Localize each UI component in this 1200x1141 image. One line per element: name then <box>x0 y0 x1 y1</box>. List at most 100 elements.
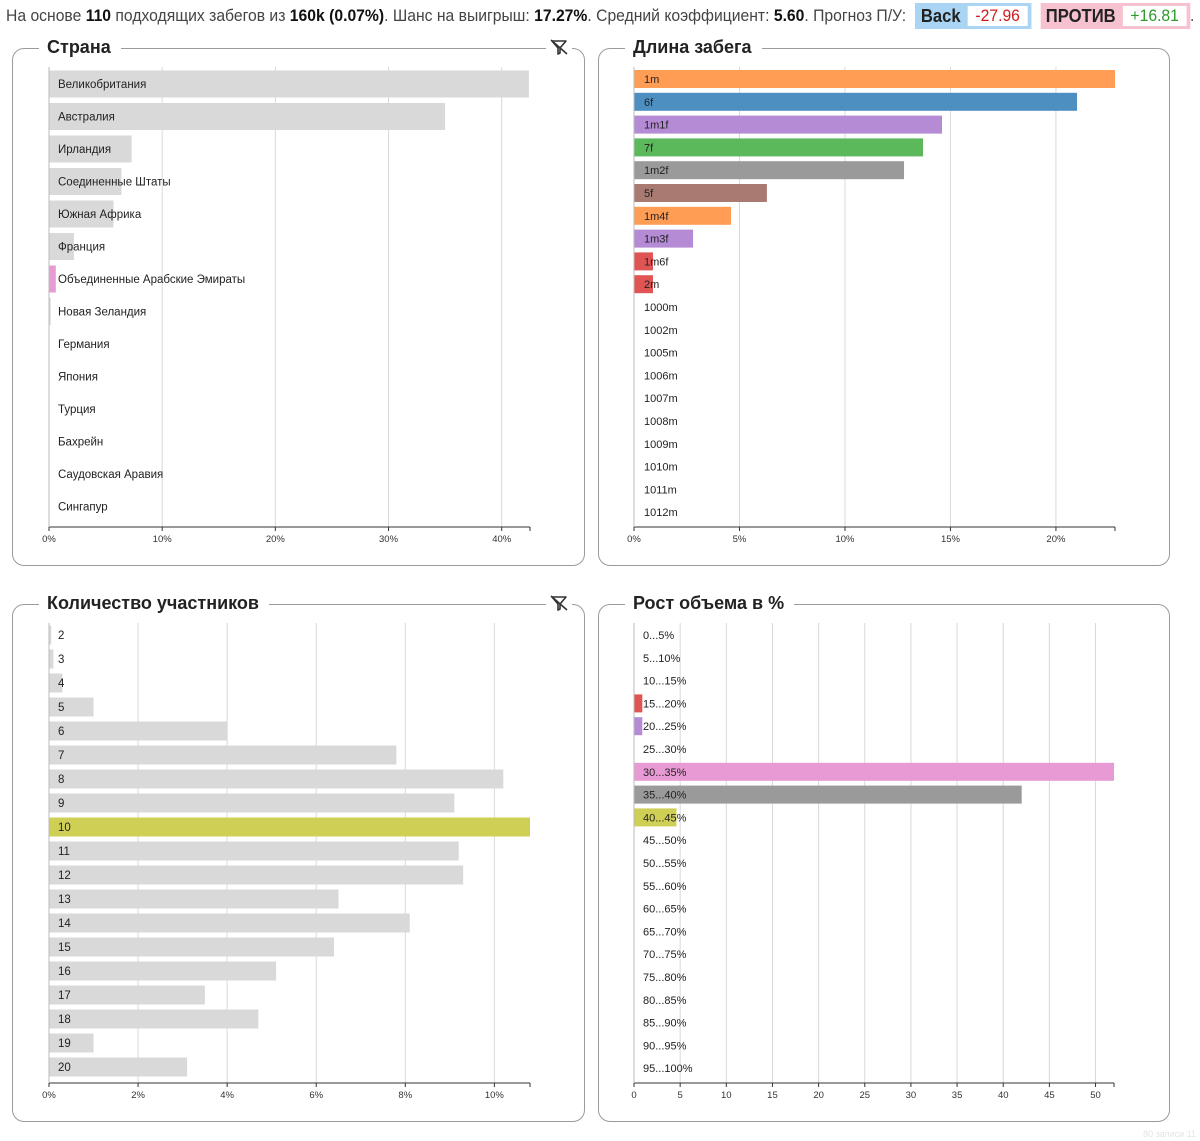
bar-category-label[interactable]: 5f <box>644 188 654 200</box>
bar-category-label[interactable]: 3 <box>58 654 64 666</box>
bar-category-label[interactable]: 19 <box>58 1038 71 1050</box>
bar-category-label[interactable]: 1006m <box>644 370 678 382</box>
bar-category-label[interactable]: 1009m <box>644 439 678 451</box>
bar[interactable] <box>49 673 63 693</box>
bar-category-label[interactable]: 1010m <box>644 462 678 474</box>
bar-category-label[interactable]: 1005m <box>644 348 678 360</box>
bar[interactable] <box>634 92 1078 111</box>
bar[interactable] <box>49 103 446 130</box>
bar-category-label[interactable]: Япония <box>58 372 98 384</box>
bar-category-label[interactable]: 1m4f <box>644 211 669 223</box>
bar-category-label[interactable]: Соединенные Штаты <box>58 177 171 189</box>
bar[interactable] <box>49 298 51 325</box>
bar[interactable] <box>634 275 653 294</box>
bar-category-label[interactable]: 10...15% <box>643 676 687 688</box>
clear-filter-icon[interactable] <box>546 38 572 56</box>
bar[interactable] <box>49 625 52 645</box>
bar-category-label[interactable]: Южная Африка <box>58 209 142 221</box>
bar[interactable] <box>49 721 228 741</box>
bar[interactable] <box>49 200 114 228</box>
bar[interactable] <box>49 865 464 885</box>
bar-category-label[interactable]: 12 <box>58 870 71 882</box>
bar-category-label[interactable]: 85...90% <box>643 1018 687 1030</box>
bar-category-label[interactable]: 6f <box>644 97 654 109</box>
bar[interactable] <box>49 135 132 163</box>
bar-category-label[interactable]: 8 <box>58 774 64 786</box>
bar-category-label[interactable]: Бахрейн <box>58 437 103 449</box>
bar-category-label[interactable]: Франция <box>58 242 105 254</box>
bar-category-label[interactable]: 40...45% <box>643 812 687 824</box>
bar-category-label[interactable]: 75...80% <box>643 972 687 984</box>
bar[interactable] <box>49 1033 94 1053</box>
bar-category-label[interactable]: 1007m <box>644 393 678 405</box>
bar-category-label[interactable]: 65...70% <box>643 926 687 938</box>
bar-category-label[interactable]: Ирландия <box>58 144 111 156</box>
bar[interactable] <box>49 793 455 813</box>
bar-category-label[interactable]: Новая Зеландия <box>58 307 146 319</box>
bar-category-label[interactable]: Объединенные Арабские Эмираты <box>58 274 245 286</box>
bar-category-label[interactable]: Турция <box>58 404 96 416</box>
bar[interactable] <box>49 937 335 957</box>
bar-category-label[interactable]: 60...65% <box>643 904 687 916</box>
bar[interactable] <box>49 1057 188 1077</box>
bar-category-label[interactable]: 1000m <box>644 302 678 314</box>
bar-category-label[interactable]: 70...75% <box>643 949 687 961</box>
bar-category-label[interactable]: Сингапур <box>58 502 108 514</box>
bar[interactable] <box>634 229 694 248</box>
bar-category-label[interactable]: 9 <box>58 798 64 810</box>
bar[interactable] <box>634 70 1115 88</box>
bar[interactable] <box>634 138 924 157</box>
clear-filter-icon[interactable] <box>546 594 572 612</box>
bar-category-label[interactable]: 1m3f <box>644 234 669 246</box>
bar-category-label[interactable]: 4 <box>58 678 65 690</box>
bar-category-label[interactable]: Германия <box>58 339 110 351</box>
bar[interactable] <box>634 808 677 827</box>
bar-category-label[interactable]: 20 <box>58 1062 71 1074</box>
bar[interactable] <box>49 985 205 1005</box>
bar-category-label[interactable]: 50...55% <box>643 858 687 870</box>
bar-category-label[interactable]: 13 <box>58 894 71 906</box>
bar[interactable] <box>49 70 529 98</box>
bar-category-label[interactable]: 7f <box>644 142 654 154</box>
bar-category-label[interactable]: 14 <box>58 918 71 930</box>
bar[interactable] <box>634 184 767 202</box>
bar-category-label[interactable]: 18 <box>58 1014 71 1026</box>
bar-category-label[interactable]: 20...25% <box>643 721 687 733</box>
bar-category-label[interactable]: 2m <box>644 279 659 291</box>
bar-category-label[interactable]: 11 <box>58 846 70 858</box>
bar[interactable] <box>634 115 943 134</box>
bar-category-label[interactable]: 5...10% <box>643 653 681 665</box>
bar-category-label[interactable]: 1m2f <box>644 165 669 177</box>
bar-category-label[interactable]: 80...85% <box>643 995 687 1007</box>
bar-category-label[interactable]: 15 <box>58 942 71 954</box>
bar-category-label[interactable]: 17 <box>58 990 71 1002</box>
bar-category-label[interactable]: 2 <box>58 630 64 642</box>
bar[interactable] <box>634 252 653 271</box>
bar[interactable] <box>634 161 905 180</box>
bar[interactable] <box>634 785 1022 804</box>
bar-category-label[interactable]: 30...35% <box>643 767 687 779</box>
bar-category-label[interactable]: 95...100% <box>643 1063 693 1075</box>
bar[interactable] <box>49 841 459 861</box>
bar[interactable] <box>634 762 1114 781</box>
bar[interactable] <box>49 961 277 981</box>
bar[interactable] <box>49 745 397 765</box>
bar-category-label[interactable]: 1m <box>644 74 659 86</box>
bar[interactable] <box>49 168 122 195</box>
bar-category-label[interactable]: Великобритания <box>58 79 146 91</box>
bar-category-label[interactable]: 55...60% <box>643 881 687 893</box>
bar-category-label[interactable]: 90...95% <box>643 1040 687 1052</box>
bar[interactable] <box>634 717 643 736</box>
bar[interactable] <box>49 233 74 260</box>
bar[interactable] <box>634 206 732 225</box>
bar-category-label[interactable]: 10 <box>58 822 71 834</box>
bar-category-label[interactable]: 1011m <box>644 484 677 496</box>
bar[interactable] <box>49 265 56 293</box>
bar-category-label[interactable]: 1m1f <box>644 120 669 132</box>
bar[interactable] <box>49 913 410 933</box>
bar[interactable] <box>49 817 530 837</box>
bar-category-label[interactable]: 6 <box>58 726 64 738</box>
bar-category-label[interactable]: 7 <box>58 750 64 762</box>
bar[interactable] <box>49 1009 259 1029</box>
bar-category-label[interactable]: Саудовская Аравия <box>58 469 163 481</box>
